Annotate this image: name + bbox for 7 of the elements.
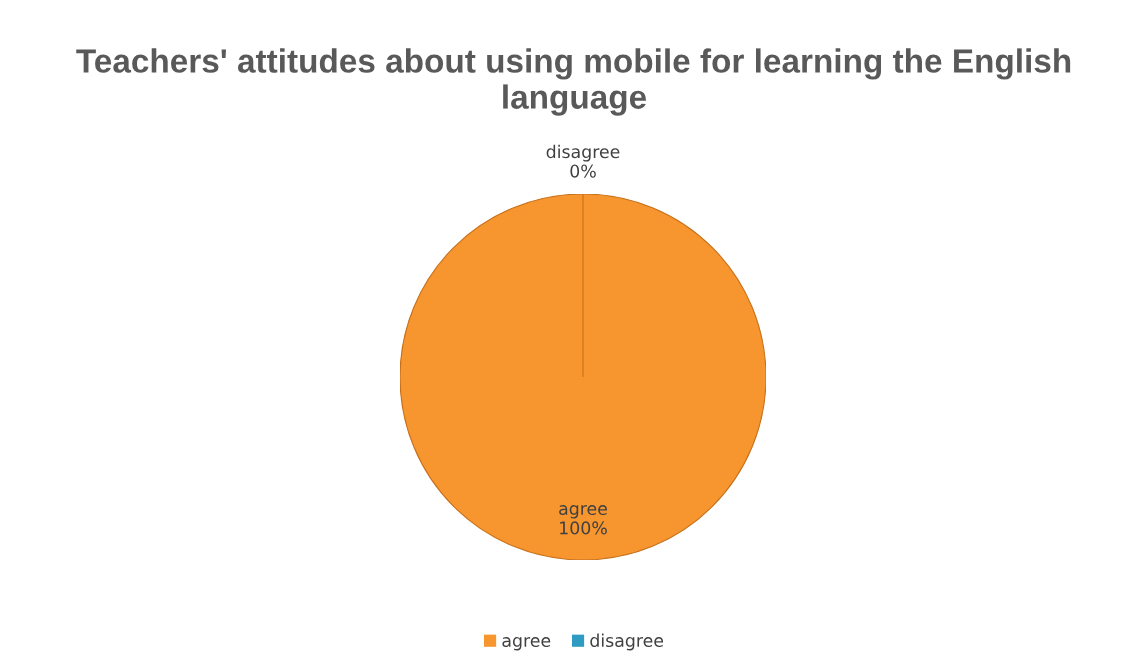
- category-label: disagree: [546, 144, 620, 162]
- slice-label: agree: [559, 505, 607, 519]
- legend-label: disagree: [590, 633, 664, 651]
- legend-label: agree: [502, 637, 551, 651]
- chart-title: Teachers' attitudes about using mobile for learning the English language: [76, 48, 1071, 116]
- data-label: 100%: [560, 521, 607, 535]
- text: 0%: [570, 164, 596, 178]
